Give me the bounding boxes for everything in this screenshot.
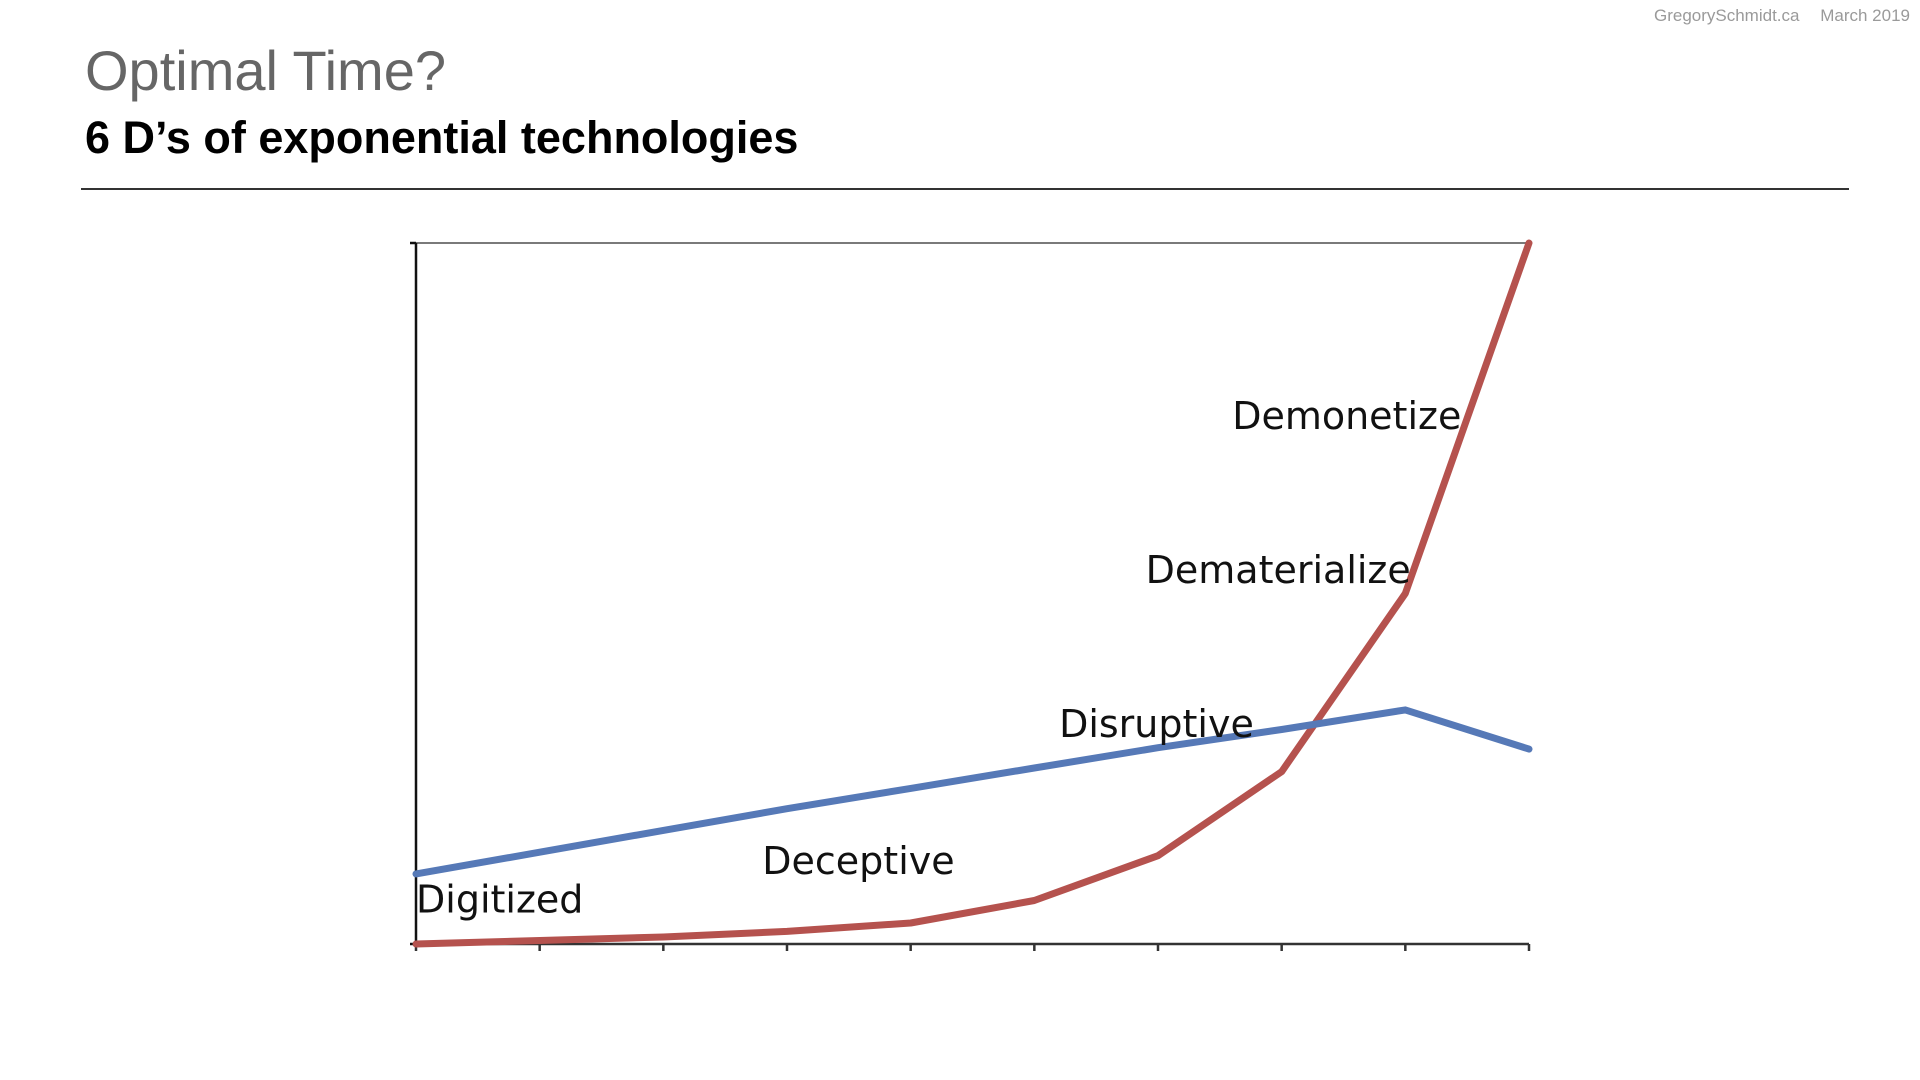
slide-date: March 2019 xyxy=(1820,6,1910,25)
header-meta: GregorySchmidt.ca March 2019 xyxy=(1638,6,1910,26)
stage-label: Disruptive xyxy=(1059,702,1254,746)
chart-annotations: Digitized Deceptive Disruptive Dematerializ… xyxy=(416,394,1461,922)
stage-label: Digitized xyxy=(416,877,583,921)
chart-axes xyxy=(410,241,1531,951)
stage-label: Demonetize xyxy=(1232,394,1461,438)
slide-subtitle: 6 D’s of exponential technologies xyxy=(85,112,799,163)
series-line-2 xyxy=(412,706,1533,878)
stage-label: Deceptive xyxy=(762,839,954,883)
chart-series xyxy=(412,239,1533,948)
series-line-1 xyxy=(412,239,1533,948)
slide-title: Optimal Time? xyxy=(85,39,446,102)
stage-label: Dematerialize xyxy=(1146,548,1411,592)
title-divider xyxy=(81,188,1849,190)
site-name: GregorySchmidt.ca xyxy=(1653,6,1800,25)
